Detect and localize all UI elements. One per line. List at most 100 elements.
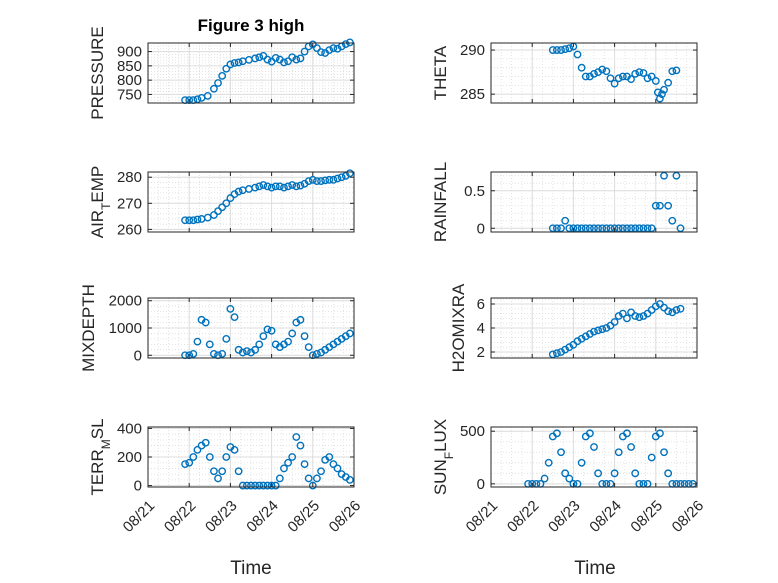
data-point xyxy=(553,429,561,438)
data-point xyxy=(230,445,239,454)
data-point xyxy=(313,350,321,358)
data-point xyxy=(296,54,305,63)
axes-box xyxy=(147,42,355,104)
data-point xyxy=(590,224,598,233)
data-point xyxy=(222,335,231,343)
y-tick-label: 2000 xyxy=(109,293,142,310)
data-point xyxy=(238,348,247,357)
data-point xyxy=(226,194,235,202)
data-point xyxy=(203,91,212,100)
x-tick-label: 08/21 xyxy=(120,497,159,536)
data-point xyxy=(210,211,218,219)
data-point xyxy=(255,340,264,349)
panel-h2omixra: 2 4 6 H2OMIXRA xyxy=(449,283,698,372)
data-point xyxy=(614,448,623,457)
data-point xyxy=(333,44,342,53)
data-point xyxy=(676,304,685,313)
y-axis-label: THETA xyxy=(431,45,450,100)
data-point xyxy=(284,458,292,467)
data-point xyxy=(259,332,268,341)
data-point xyxy=(656,94,664,103)
data-point xyxy=(263,55,272,64)
data-point xyxy=(242,347,251,356)
data-point xyxy=(271,481,280,490)
y-tick-label: 280 xyxy=(117,169,142,186)
data-point xyxy=(557,224,565,233)
data-point xyxy=(631,469,640,478)
data-point xyxy=(660,85,668,94)
data-point xyxy=(672,306,681,314)
y-tick-label: 6 xyxy=(477,296,485,313)
y-axis-label: PRESSURE xyxy=(88,26,107,120)
data-point xyxy=(317,48,325,57)
data-point xyxy=(658,90,666,99)
data-point xyxy=(565,474,574,483)
y-tick-label: 0 xyxy=(134,347,142,364)
data-point xyxy=(214,207,222,216)
y-tick-label: 4 xyxy=(477,320,485,337)
data-point xyxy=(288,181,297,189)
data-point xyxy=(263,182,272,191)
data-point xyxy=(185,458,194,467)
data-point xyxy=(284,57,292,66)
data-point xyxy=(329,460,338,469)
data-point xyxy=(280,183,288,192)
data-point xyxy=(610,79,619,88)
data-point xyxy=(627,75,635,84)
data-point xyxy=(300,460,309,469)
data-point xyxy=(540,474,549,483)
panel-sun_flux: 0 500 08/21 08/22 08/23 08/24 08/25 08/26 SUNFLU… xyxy=(431,419,707,536)
data-point xyxy=(557,46,565,54)
data-point xyxy=(234,187,243,196)
data-point xyxy=(618,309,627,318)
data-point xyxy=(251,345,260,354)
data-point xyxy=(643,74,652,83)
data-point xyxy=(313,474,321,483)
data-point xyxy=(292,55,301,64)
data-point xyxy=(288,453,297,461)
data-point xyxy=(251,481,260,490)
x-tick-label: 08/22 xyxy=(504,497,543,536)
data-point xyxy=(631,224,640,233)
data-point xyxy=(296,315,305,324)
panel-theta: 285 290 THETA xyxy=(431,42,698,104)
data-point xyxy=(284,337,292,346)
data-point xyxy=(668,216,677,225)
data-point xyxy=(660,448,668,457)
data-point xyxy=(345,329,354,338)
y-tick-label: 0 xyxy=(477,476,485,493)
data-point xyxy=(553,46,561,54)
data-point xyxy=(329,44,338,53)
data-point xyxy=(664,469,673,478)
data-point xyxy=(210,84,218,93)
data-point xyxy=(271,53,280,62)
data-point xyxy=(292,182,301,191)
data-point xyxy=(623,314,631,323)
data-point xyxy=(594,326,603,335)
data-point xyxy=(639,224,648,233)
axes-box xyxy=(490,171,698,233)
data-point xyxy=(651,77,660,85)
data-point xyxy=(325,175,334,184)
y-tick-label: 400 xyxy=(117,420,142,437)
y-tick-label: 0 xyxy=(477,220,485,237)
data-point xyxy=(610,318,619,326)
data-point xyxy=(672,171,681,180)
data-point xyxy=(639,69,648,77)
data-point xyxy=(577,458,586,467)
data-point xyxy=(185,216,194,225)
y-tick-label: 750 xyxy=(117,86,142,103)
data-point xyxy=(205,340,214,349)
data-point xyxy=(333,174,342,183)
x-tick-label: 08/26 xyxy=(326,497,365,536)
data-point xyxy=(565,44,574,53)
data-point xyxy=(594,224,603,233)
x-tick-label: 08/24 xyxy=(243,497,282,536)
data-point xyxy=(585,224,594,233)
data-point xyxy=(255,481,264,490)
data-point xyxy=(618,224,627,233)
data-point xyxy=(251,54,260,63)
data-point xyxy=(267,326,276,335)
data-point xyxy=(635,68,644,77)
data-point xyxy=(606,224,615,233)
